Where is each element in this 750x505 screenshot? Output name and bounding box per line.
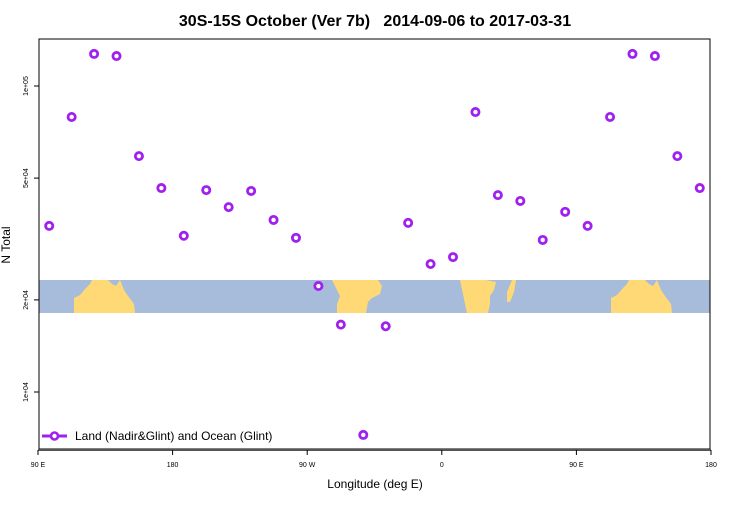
data-point <box>448 252 459 263</box>
data-point <box>246 185 257 196</box>
data-point <box>313 281 324 292</box>
legend-label: Land (Nadir&Glint) and Ocean (Glint) <box>75 429 272 443</box>
data-point <box>201 185 212 196</box>
data-point <box>694 183 705 194</box>
data-point <box>425 258 436 269</box>
y-tick-label: 1e+05 <box>23 76 30 96</box>
data-point <box>178 230 189 241</box>
land-south-america <box>332 280 382 313</box>
data-point <box>627 48 638 59</box>
y-axis: 1e+04 2e+04 5e+04 1e+05 <box>23 76 39 402</box>
data-point <box>335 319 346 330</box>
x-tick-label: 180 <box>167 462 179 469</box>
data-point <box>290 232 301 243</box>
data-point <box>537 234 548 245</box>
data-point <box>470 107 481 118</box>
data-point <box>649 51 660 62</box>
data-point <box>89 48 100 59</box>
legend-marker <box>49 431 60 441</box>
x-axis-label: Longitude (deg E) <box>327 477 422 491</box>
y-tick-label: 5e+04 <box>23 168 30 188</box>
data-point <box>492 190 503 201</box>
plot-frame <box>38 38 711 450</box>
y-axis-label: N Total <box>0 226 13 263</box>
data-point <box>560 206 571 217</box>
x-tick-label: 0 <box>440 462 444 469</box>
data-points <box>44 48 705 440</box>
data-point <box>672 151 683 162</box>
legend: Land (Nadir&Glint) and Ocean (Glint) <box>42 429 272 443</box>
data-point <box>223 202 234 213</box>
land-madagascar <box>507 280 516 302</box>
x-tick-label: 90 E <box>31 462 46 469</box>
data-point <box>582 220 593 231</box>
data-point <box>66 111 77 122</box>
land-africa <box>460 280 496 313</box>
x-tick-label: 180 <box>705 462 717 469</box>
map-strip <box>39 280 710 313</box>
data-point <box>156 183 167 194</box>
y-tick-label: 2e+04 <box>23 290 30 310</box>
data-point <box>358 429 369 440</box>
data-point <box>44 220 55 231</box>
x-tick-label: 90 W <box>299 462 316 469</box>
data-point <box>515 195 526 206</box>
data-point <box>380 321 391 332</box>
x-tick-label: 90 E <box>569 462 584 469</box>
land-australia-2 <box>611 280 672 313</box>
land-australia <box>74 280 135 313</box>
data-point <box>133 151 144 162</box>
y-tick-label: 1e+04 <box>23 382 30 402</box>
data-point <box>403 217 414 228</box>
data-point <box>111 51 122 62</box>
data-point <box>268 214 279 225</box>
data-point <box>605 111 616 122</box>
x-axis: 90 E 180 90 W 0 90 E 180 <box>31 449 717 469</box>
chart-title: 30S-15S October (Ver 7b) 2014-09-06 to 2… <box>179 13 571 30</box>
